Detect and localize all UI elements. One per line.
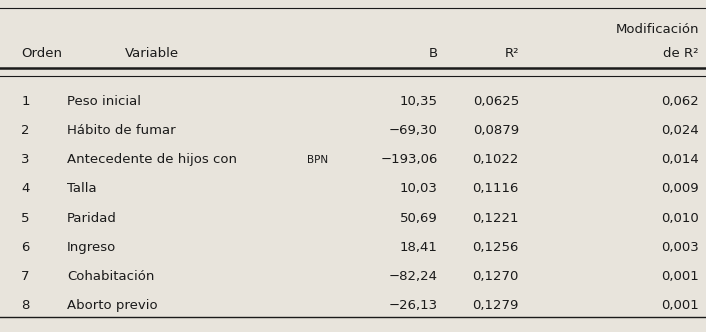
Text: −193,06: −193,06 <box>381 153 438 166</box>
Text: Variable: Variable <box>125 46 179 60</box>
Text: 0,1279: 0,1279 <box>472 299 519 312</box>
Text: −82,24: −82,24 <box>389 270 438 283</box>
Text: 18,41: 18,41 <box>400 241 438 254</box>
Text: 0,1270: 0,1270 <box>472 270 519 283</box>
Text: Aborto previo: Aborto previo <box>67 299 157 312</box>
Text: 0,014: 0,014 <box>662 153 699 166</box>
Text: Talla: Talla <box>67 182 97 196</box>
Text: BPN: BPN <box>307 155 328 165</box>
Text: 0,0625: 0,0625 <box>472 95 519 108</box>
Text: 0,001: 0,001 <box>662 299 699 312</box>
Text: 50,69: 50,69 <box>400 211 438 225</box>
Text: Ingreso: Ingreso <box>67 241 116 254</box>
Text: Peso inicial: Peso inicial <box>67 95 141 108</box>
Text: 0,1221: 0,1221 <box>472 211 519 225</box>
Text: 0,024: 0,024 <box>662 124 699 137</box>
Text: 6: 6 <box>21 241 30 254</box>
Text: B: B <box>429 46 438 60</box>
Text: 1: 1 <box>21 95 30 108</box>
Text: 0,062: 0,062 <box>662 95 699 108</box>
Text: Modificación: Modificación <box>616 23 699 37</box>
Text: 8: 8 <box>21 299 30 312</box>
Text: Orden: Orden <box>21 46 62 60</box>
Text: R²: R² <box>504 46 519 60</box>
Text: Cohabitación: Cohabitación <box>67 270 155 283</box>
Text: 10,03: 10,03 <box>400 182 438 196</box>
Text: 5: 5 <box>21 211 30 225</box>
Text: Paridad: Paridad <box>67 211 117 225</box>
Text: 0,0879: 0,0879 <box>473 124 519 137</box>
Text: 2: 2 <box>21 124 30 137</box>
Text: de R²: de R² <box>664 46 699 60</box>
Text: 0,1116: 0,1116 <box>472 182 519 196</box>
Text: Antecedente de hijos con: Antecedente de hijos con <box>67 153 241 166</box>
Text: 7: 7 <box>21 270 30 283</box>
Text: −26,13: −26,13 <box>388 299 438 312</box>
Text: Hábito de fumar: Hábito de fumar <box>67 124 176 137</box>
Text: 0,010: 0,010 <box>662 211 699 225</box>
Text: −69,30: −69,30 <box>389 124 438 137</box>
Text: 0,003: 0,003 <box>662 241 699 254</box>
Text: 0,001: 0,001 <box>662 270 699 283</box>
Text: 0,1022: 0,1022 <box>472 153 519 166</box>
Text: 10,35: 10,35 <box>400 95 438 108</box>
Text: 0,1256: 0,1256 <box>472 241 519 254</box>
Text: 4: 4 <box>21 182 30 196</box>
Text: 3: 3 <box>21 153 30 166</box>
Text: 0,009: 0,009 <box>662 182 699 196</box>
